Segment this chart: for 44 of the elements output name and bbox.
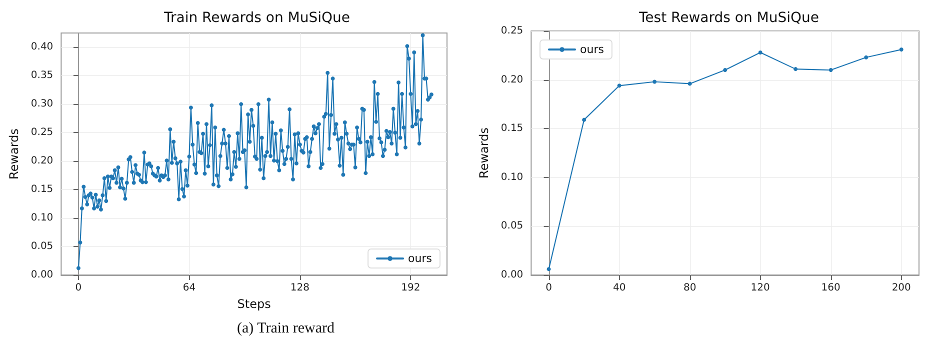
- x-tick-label: 120: [750, 282, 770, 294]
- x-tick-label: 160: [821, 282, 840, 294]
- y-tick-label: 0.20: [30, 156, 54, 167]
- y-tick-label: 0.05: [500, 220, 524, 232]
- point: [794, 67, 798, 72]
- y-tick-label: 0.20: [500, 74, 524, 86]
- y-tick-label: 0.35: [30, 70, 54, 82]
- text: (a) Train reward: [237, 320, 335, 336]
- x-tick-label: 64: [182, 282, 196, 294]
- y-tick-label: 0.15: [30, 184, 54, 196]
- chart-title: Train Rewards on MuSiQue: [162, 10, 350, 26]
- y-tick-label: 0.10: [30, 212, 54, 224]
- y-tick-label: 0.00: [30, 270, 54, 280]
- x-tick-label: 80: [683, 282, 696, 294]
- y-tick-label: 0.05: [30, 241, 54, 252]
- legend-label: ours: [580, 43, 604, 56]
- point: [688, 82, 692, 86]
- y-tick-label: 0.10: [500, 172, 524, 183]
- point: [617, 84, 622, 88]
- point: [828, 68, 833, 72]
- point: [546, 267, 551, 272]
- y-axis-title: Rewards: [477, 128, 491, 178]
- y-tick-label: 0.25: [500, 26, 524, 36]
- point: [723, 68, 728, 72]
- chart-title: Test Rewards on MuSiQue: [638, 10, 820, 26]
- x-tick-label: 200: [892, 282, 911, 294]
- y-tick-label: 0.15: [500, 123, 524, 134]
- y-tick-label: 0.30: [30, 98, 54, 110]
- point: [582, 118, 586, 122]
- y-axis-title: Rewards: [7, 128, 21, 180]
- point: [899, 48, 904, 52]
- legend-label: ours: [408, 252, 432, 265]
- point: [864, 55, 868, 60]
- x-tick-label: 0: [75, 282, 82, 294]
- y-tick-label: 0.25: [30, 127, 54, 138]
- x-tick-label: 40: [612, 282, 626, 294]
- x-tick-label: 0: [546, 282, 552, 294]
- point: [652, 80, 657, 84]
- point: [758, 50, 762, 54]
- y-tick-label: 0.40: [30, 42, 54, 53]
- y-tick-label: 0.00: [500, 270, 524, 280]
- x-axis-title: Steps: [237, 296, 271, 311]
- x-tick-label: 192: [401, 282, 420, 294]
- x-tick-label: 128: [290, 282, 310, 294]
